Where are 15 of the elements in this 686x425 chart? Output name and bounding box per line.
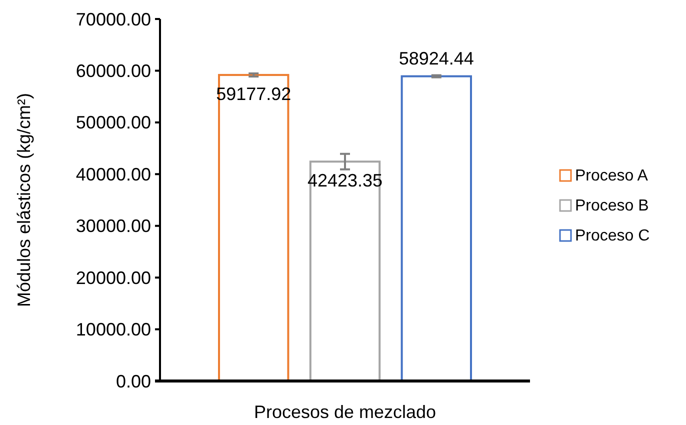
y-tick-label: 60000.00 <box>76 61 151 82</box>
y-axis-title: Módulos elásticos (kg/cm²) <box>14 92 34 308</box>
y-tick-label: 0.00 <box>116 371 151 392</box>
data-label: 58924.44 <box>398 48 474 68</box>
y-tick-label: 70000.00 <box>76 9 151 30</box>
y-tick-label: 20000.00 <box>76 268 151 288</box>
legend-label: Proceso A <box>575 168 648 185</box>
legend-label: Proceso C <box>575 228 650 245</box>
y-tick-label: 30000.00 <box>76 216 151 236</box>
y-tick-label: 50000.00 <box>76 112 151 133</box>
y-tick-label: 40000.00 <box>76 164 151 184</box>
data-label: 42423.35 <box>307 170 383 191</box>
x-axis-title: Procesos de mezclado <box>254 402 436 422</box>
legend-label: Proceso B <box>575 198 649 215</box>
y-tick-label: 10000.00 <box>76 320 151 340</box>
